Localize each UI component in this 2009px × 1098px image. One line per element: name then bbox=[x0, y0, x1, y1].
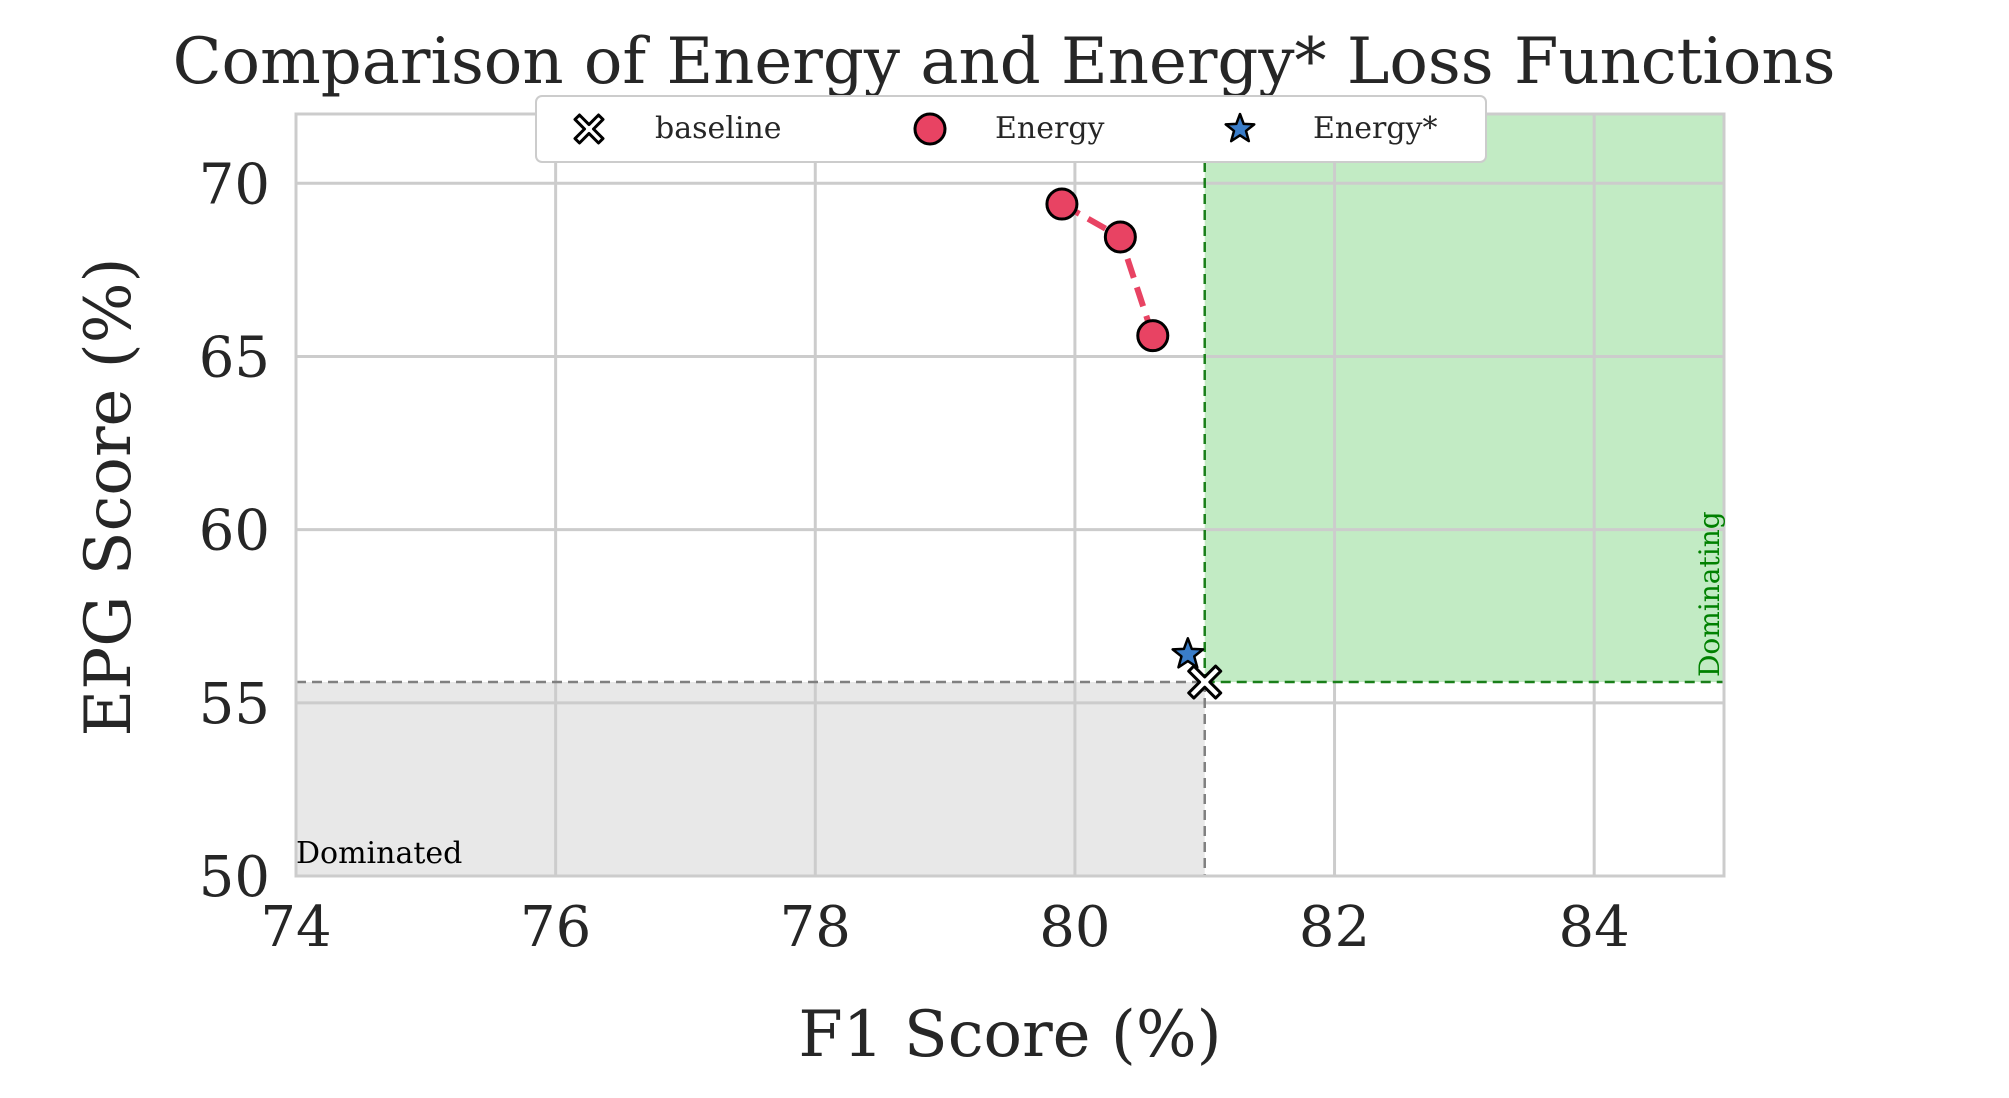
legend-label-energy: Energy bbox=[995, 111, 1105, 146]
energy-point bbox=[1136, 319, 1170, 353]
legend-energy-star-marker bbox=[1224, 112, 1256, 143]
chart-title: Comparison of Energy and Energy* Loss Fu… bbox=[173, 25, 1836, 99]
energy-point bbox=[1103, 220, 1137, 254]
legend-energy-star-icon bbox=[1224, 112, 1256, 143]
legend-energy-icon bbox=[913, 112, 947, 146]
legend-label-baseline: baseline bbox=[655, 111, 782, 146]
dominating-label: Dominating bbox=[1693, 511, 1726, 677]
baseline-point bbox=[1187, 664, 1223, 700]
dominating-region bbox=[1204, 114, 1724, 683]
legend-energy-marker bbox=[913, 112, 947, 146]
x-tick-label: 76 bbox=[520, 895, 591, 960]
x-tick-label: 78 bbox=[780, 895, 851, 960]
baseline-reference-lines bbox=[296, 114, 1724, 876]
x-tick-label: 74 bbox=[260, 895, 331, 960]
legend-baseline-marker bbox=[573, 113, 605, 145]
data-marks bbox=[1045, 187, 1223, 700]
y-tick-label: 65 bbox=[199, 325, 270, 390]
tick-labels: 74 76 78 80 82 84 50 55 60 65 70 bbox=[199, 152, 1630, 960]
legend-box bbox=[535, 95, 1487, 163]
energy-point bbox=[1045, 187, 1079, 221]
legend: baseline Energy Energy* bbox=[535, 95, 1487, 163]
y-tick-label: 55 bbox=[199, 672, 270, 737]
legend-baseline-icon bbox=[573, 113, 605, 145]
dominated-label: Dominated bbox=[296, 836, 462, 871]
legend-label-energy-star: Energy* bbox=[1313, 111, 1437, 146]
y-tick-label: 70 bbox=[199, 152, 270, 217]
y-axis-label: EPG Score (%) bbox=[72, 257, 146, 736]
energy-star-point bbox=[1171, 637, 1205, 669]
x-tick-label: 82 bbox=[1299, 895, 1370, 960]
y-tick-label: 60 bbox=[199, 499, 270, 564]
x-axis-label: F1 Score (%) bbox=[798, 998, 1221, 1072]
y-tick-label: 50 bbox=[199, 845, 270, 910]
x-tick-label: 84 bbox=[1559, 895, 1630, 960]
dominated-region bbox=[296, 682, 1205, 876]
x-tick-label: 80 bbox=[1039, 895, 1110, 960]
